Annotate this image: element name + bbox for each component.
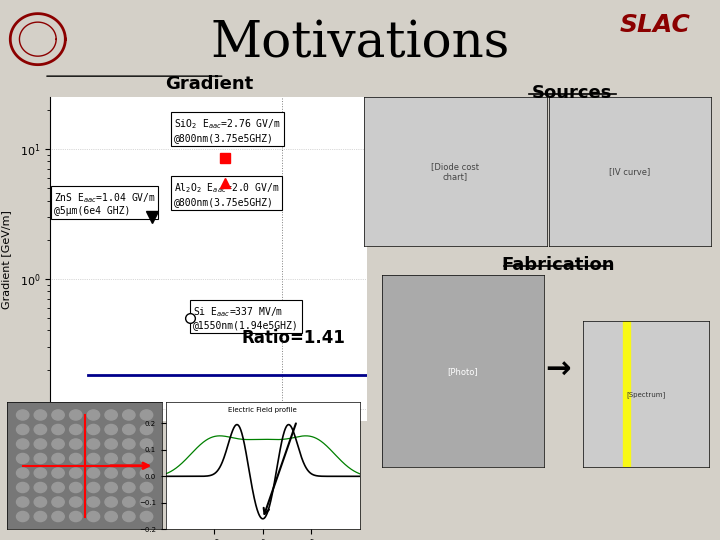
Circle shape bbox=[140, 439, 153, 449]
Circle shape bbox=[105, 439, 117, 449]
Circle shape bbox=[34, 439, 47, 449]
Circle shape bbox=[122, 424, 135, 435]
Circle shape bbox=[52, 454, 64, 463]
Circle shape bbox=[17, 454, 29, 463]
Circle shape bbox=[52, 511, 64, 522]
Y-axis label: Gradient [GeV/m]: Gradient [GeV/m] bbox=[1, 210, 11, 309]
Circle shape bbox=[70, 410, 82, 420]
Circle shape bbox=[17, 468, 29, 478]
Circle shape bbox=[105, 497, 117, 507]
Circle shape bbox=[17, 424, 29, 435]
Circle shape bbox=[105, 482, 117, 492]
Circle shape bbox=[34, 424, 47, 435]
Circle shape bbox=[87, 424, 99, 435]
Circle shape bbox=[34, 497, 47, 507]
Text: SLAC: SLAC bbox=[620, 14, 690, 37]
Circle shape bbox=[34, 454, 47, 463]
Circle shape bbox=[122, 511, 135, 522]
Circle shape bbox=[87, 497, 99, 507]
Circle shape bbox=[34, 511, 47, 522]
Text: Al$_2$O$_2$ E$_{aac}$=2.0 GV/m
@800nm(3.75e5GHZ): Al$_2$O$_2$ E$_{aac}$=2.0 GV/m @800nm(3.… bbox=[174, 181, 279, 207]
Circle shape bbox=[122, 410, 135, 420]
Circle shape bbox=[52, 439, 64, 449]
Circle shape bbox=[105, 410, 117, 420]
Circle shape bbox=[34, 410, 47, 420]
Circle shape bbox=[122, 497, 135, 507]
Circle shape bbox=[122, 439, 135, 449]
Circle shape bbox=[52, 497, 64, 507]
Circle shape bbox=[34, 482, 47, 492]
Text: [Photo]: [Photo] bbox=[447, 367, 478, 376]
Circle shape bbox=[70, 424, 82, 435]
Circle shape bbox=[87, 468, 99, 478]
Circle shape bbox=[105, 424, 117, 435]
Text: ZnS E$_{aac}$=1.04 GV/m
@5μm(6e4 GHZ): ZnS E$_{aac}$=1.04 GV/m @5μm(6e4 GHZ) bbox=[53, 191, 156, 216]
Circle shape bbox=[70, 482, 82, 492]
Circle shape bbox=[17, 439, 29, 449]
Circle shape bbox=[140, 511, 153, 522]
Circle shape bbox=[87, 482, 99, 492]
Circle shape bbox=[17, 410, 29, 420]
Circle shape bbox=[140, 424, 153, 435]
Title: Gradient: Gradient bbox=[165, 75, 253, 93]
Circle shape bbox=[140, 482, 153, 492]
Circle shape bbox=[87, 511, 99, 522]
Circle shape bbox=[70, 439, 82, 449]
Text: Si E$_{aac}$=337 MV/m
@1550nm(1.94e5GHZ): Si E$_{aac}$=337 MV/m @1550nm(1.94e5GHZ) bbox=[193, 305, 299, 330]
Text: Motivations: Motivations bbox=[210, 19, 510, 69]
Circle shape bbox=[140, 410, 153, 420]
Circle shape bbox=[52, 482, 64, 492]
Text: →: → bbox=[545, 355, 571, 384]
Circle shape bbox=[140, 468, 153, 478]
Circle shape bbox=[105, 511, 117, 522]
Circle shape bbox=[17, 511, 29, 522]
Circle shape bbox=[122, 454, 135, 463]
Circle shape bbox=[17, 482, 29, 492]
Circle shape bbox=[140, 497, 153, 507]
Circle shape bbox=[34, 468, 47, 478]
Text: [IV curve]: [IV curve] bbox=[609, 167, 650, 176]
Circle shape bbox=[122, 468, 135, 478]
Circle shape bbox=[70, 511, 82, 522]
Circle shape bbox=[140, 454, 153, 463]
Circle shape bbox=[87, 439, 99, 449]
Circle shape bbox=[52, 468, 64, 478]
Circle shape bbox=[17, 497, 29, 507]
Text: [Diode cost
chart]: [Diode cost chart] bbox=[431, 162, 480, 181]
Text: SiO$_2$ E$_{aac}$=2.76 GV/m
@800nm(3.75e5GHZ): SiO$_2$ E$_{aac}$=2.76 GV/m @800nm(3.75e… bbox=[174, 117, 281, 143]
Circle shape bbox=[105, 468, 117, 478]
Text: Fabrication: Fabrication bbox=[501, 256, 615, 274]
Text: Sources: Sources bbox=[532, 84, 613, 102]
Text: Electric Field profile: Electric Field profile bbox=[228, 407, 297, 414]
Circle shape bbox=[70, 468, 82, 478]
Circle shape bbox=[70, 454, 82, 463]
Circle shape bbox=[122, 482, 135, 492]
Circle shape bbox=[87, 410, 99, 420]
Text: Ratio=1.41: Ratio=1.41 bbox=[241, 329, 345, 347]
Circle shape bbox=[70, 497, 82, 507]
Text: [Spectrum]: [Spectrum] bbox=[626, 391, 666, 397]
Circle shape bbox=[52, 410, 64, 420]
Circle shape bbox=[52, 424, 64, 435]
Circle shape bbox=[87, 454, 99, 463]
Circle shape bbox=[105, 454, 117, 463]
